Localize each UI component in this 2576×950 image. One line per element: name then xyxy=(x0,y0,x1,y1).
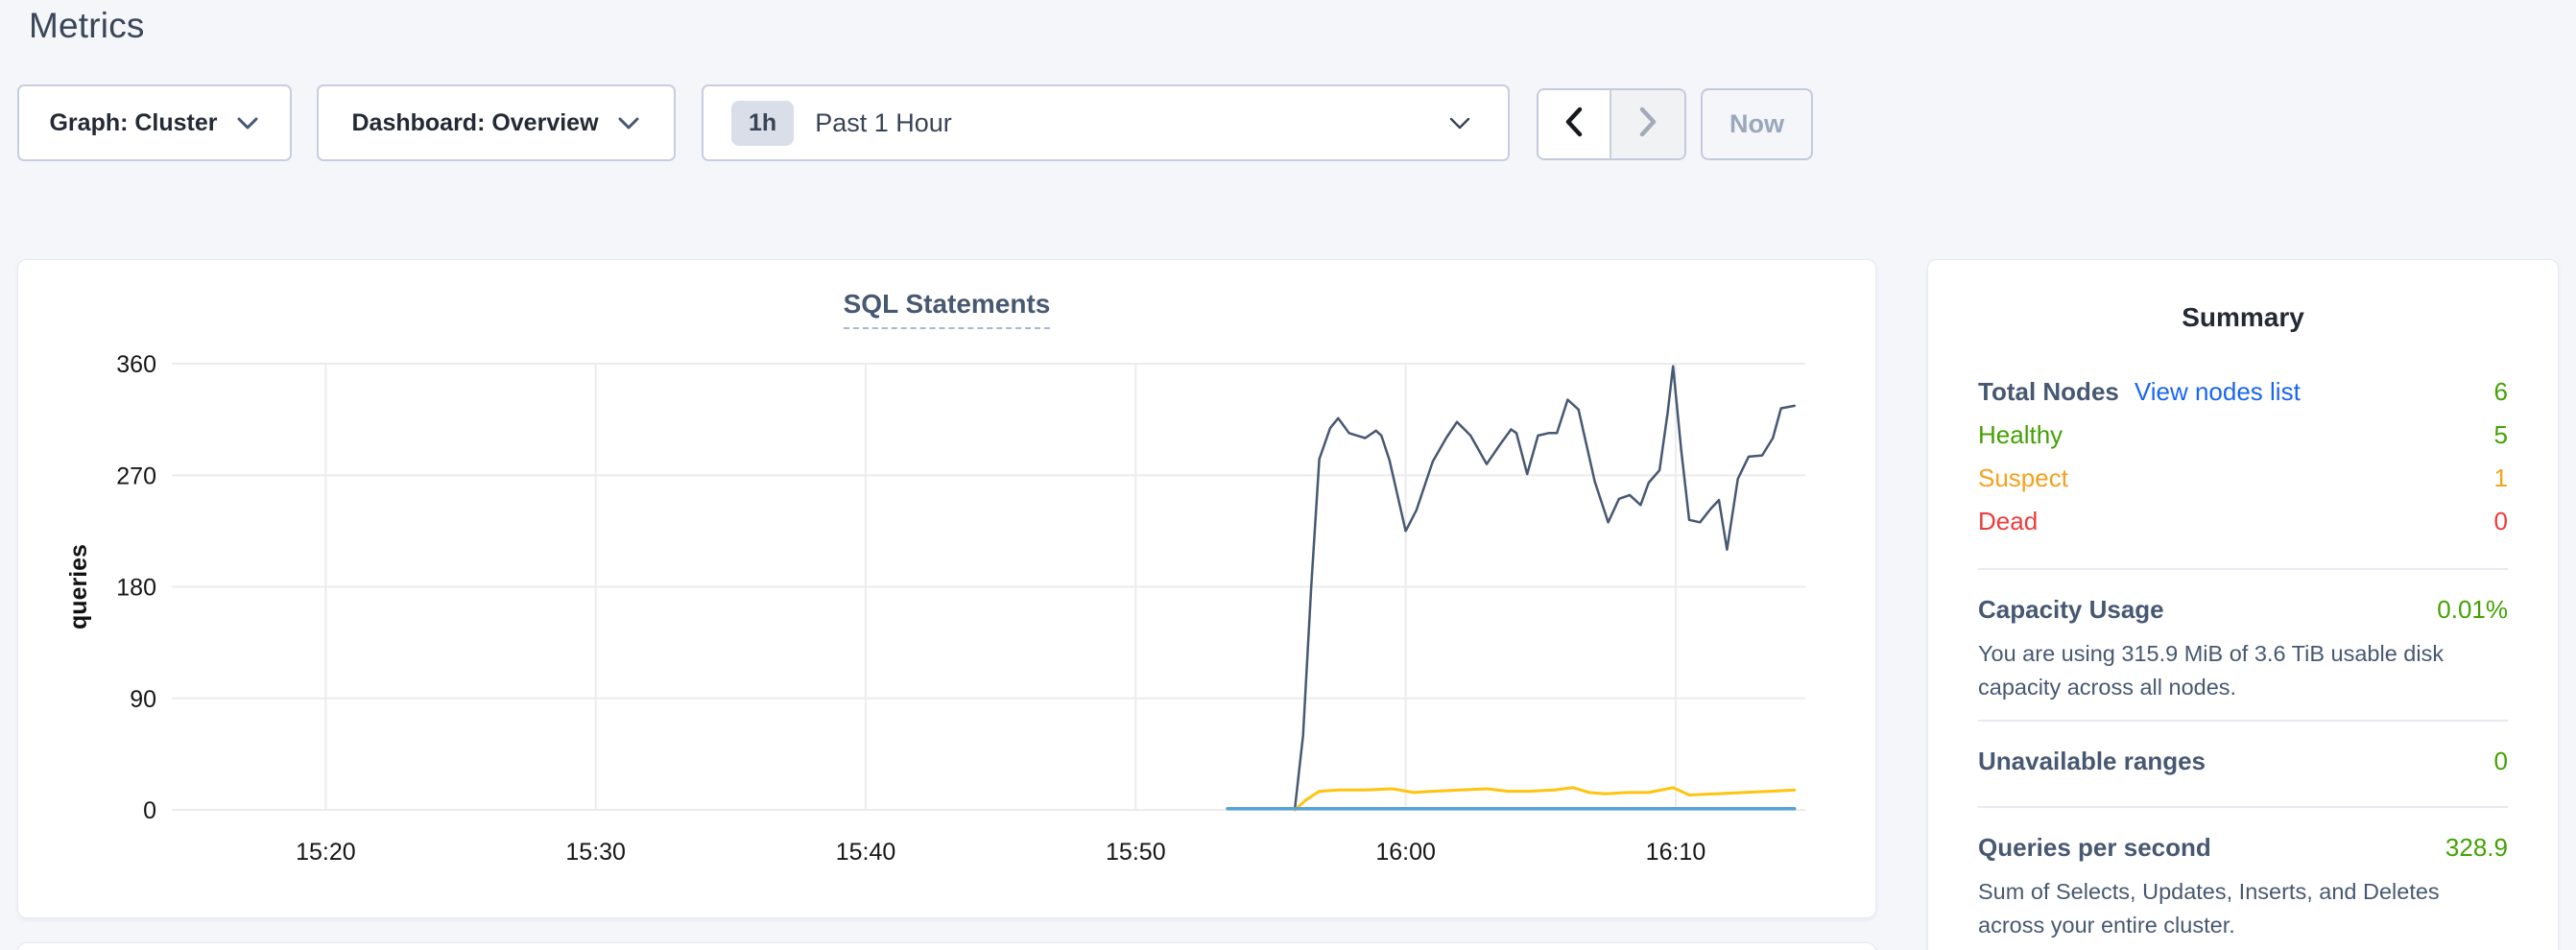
capacity-usage-row: Capacity Usage 0.01% xyxy=(1978,595,2508,633)
x-tick-label: 15:20 xyxy=(296,839,356,866)
chart-title[interactable]: SQL Statements xyxy=(843,289,1051,329)
now-button-label: Now xyxy=(1729,109,1784,138)
y-tick-label: 0 xyxy=(143,797,156,824)
healthy-value: 5 xyxy=(2493,420,2508,449)
y-tick-label: 180 xyxy=(116,575,156,602)
y-tick-label: 360 xyxy=(116,351,156,378)
x-tick-label: 16:00 xyxy=(1375,839,1436,866)
queries-per-second-description: Sum of Selects, Updates, Inserts, and De… xyxy=(1978,879,2440,938)
queries-per-second-label: Queries per second xyxy=(1978,833,2211,862)
dashboard-dropdown-label: Dashboard: Overview xyxy=(351,108,599,136)
unavailable-ranges-label: Unavailable ranges xyxy=(1978,747,2206,775)
unavailable-ranges-row: Unavailable ranges 0 xyxy=(1978,747,2508,785)
healthy-nodes-row: Healthy 5 xyxy=(1978,420,2508,463)
summary-panel: Summary Total Nodes View nodes list 6 Hea… xyxy=(1927,259,2559,950)
divider xyxy=(1978,806,2508,808)
time-shift-arrow-group xyxy=(1537,88,1686,160)
y-tick-label: 270 xyxy=(116,463,156,489)
node-status-list: Total Nodes View nodes list 6 Healthy 5 S… xyxy=(1978,377,2508,550)
suspect-nodes-row: Suspect 1 xyxy=(1978,463,2508,507)
chart-line-series-yellow xyxy=(1293,786,1797,812)
graph-scope-dropdown[interactable]: Graph: Cluster xyxy=(17,84,292,161)
chevron-down-icon xyxy=(1448,115,1471,131)
x-tick-label: 15:50 xyxy=(1106,839,1166,866)
total-nodes-row: Total Nodes View nodes list 6 xyxy=(1978,377,2508,420)
now-button[interactable]: Now xyxy=(1701,88,1813,160)
dead-nodes-row: Dead 0 xyxy=(1978,507,2508,550)
chevron-down-icon xyxy=(616,114,641,131)
y-axis-label: queries xyxy=(65,544,92,629)
x-tick-label: 16:10 xyxy=(1646,839,1706,866)
summary-title: Summary xyxy=(2182,302,2304,332)
queries-per-second-row: Queries per second 328.9 xyxy=(1978,833,2508,871)
sql-statements-chart[interactable]: 0 90 180 270 360 15:20 15:30 15:40 15:50 16:00 16:… xyxy=(18,260,1877,919)
queries-per-second-value: 328.9 xyxy=(2445,833,2508,862)
suspect-value: 1 xyxy=(2493,463,2508,492)
time-range-selector[interactable]: 1h Past 1 Hour xyxy=(702,84,1510,161)
shift-later-button[interactable] xyxy=(1611,90,1684,158)
divider xyxy=(1978,568,2508,570)
chevron-left-icon xyxy=(1563,106,1585,143)
view-nodes-list-link[interactable]: View nodes list xyxy=(2134,377,2301,406)
y-tick-label: 90 xyxy=(130,686,156,713)
capacity-usage-description: You are using 315.9 MiB of 3.6 TiB usabl… xyxy=(1978,641,2445,700)
unavailable-ranges-value: 0 xyxy=(2493,747,2508,775)
dead-label: Dead xyxy=(1978,507,2039,535)
x-tick-label: 15:30 xyxy=(565,839,626,866)
shift-earlier-button[interactable] xyxy=(1538,90,1611,158)
total-nodes-value: 6 xyxy=(2493,377,2508,406)
suspect-label: Suspect xyxy=(1978,463,2068,492)
chevron-down-icon xyxy=(235,114,260,131)
healthy-label: Healthy xyxy=(1978,420,2063,449)
time-range-label: Past 1 Hour xyxy=(815,107,952,137)
dashboard-dropdown[interactable]: Dashboard: Overview xyxy=(317,84,676,161)
x-tick-label: 15:40 xyxy=(836,839,896,866)
capacity-usage-value: 0.01% xyxy=(2437,595,2508,624)
divider xyxy=(1978,720,2508,722)
page-title: Metrics xyxy=(29,6,145,45)
sql-statements-chart-card: SQL Statements 0 90 180 270 360 15:20 15:30 15:… xyxy=(17,259,1876,918)
time-range-badge: 1h xyxy=(731,100,795,146)
next-chart-card-edge xyxy=(17,942,1876,950)
total-nodes-label: Total Nodes View nodes list xyxy=(1978,377,2301,406)
chevron-right-icon xyxy=(1637,106,1658,143)
dead-value: 0 xyxy=(2493,507,2508,535)
graph-scope-dropdown-label: Graph: Cluster xyxy=(49,108,218,136)
capacity-usage-label: Capacity Usage xyxy=(1978,595,2164,624)
chart-line-series-dark-navy xyxy=(1294,365,1796,809)
